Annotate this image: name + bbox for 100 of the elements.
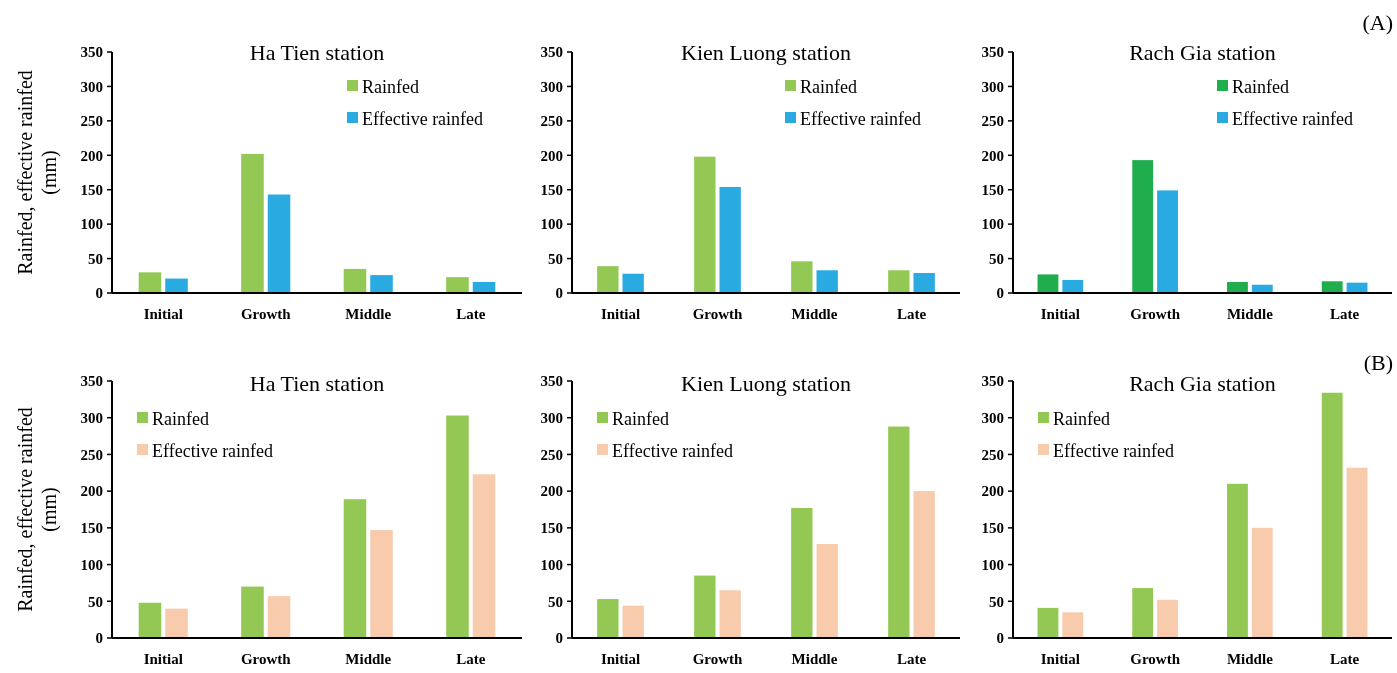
y-tick-label: 50 bbox=[88, 593, 103, 610]
x-tick-label: Middle bbox=[791, 651, 838, 667]
chart-title: Kien Luong station bbox=[681, 371, 851, 396]
y-tick-label: 300 bbox=[540, 78, 563, 95]
bar bbox=[1037, 607, 1059, 638]
bar bbox=[816, 544, 838, 638]
x-tick-label: Middle bbox=[1226, 651, 1274, 667]
y-tick-label: 50 bbox=[88, 250, 103, 267]
y-axis-title: Rainfed, effective rainfed (mm) bbox=[14, 407, 61, 612]
text: (A) bbox=[1362, 10, 1393, 35]
chart-title: Rach Gia station bbox=[1129, 371, 1276, 396]
bar bbox=[267, 596, 291, 638]
y-tick-label: 50 bbox=[989, 250, 1004, 267]
y-tick-label: 250 bbox=[981, 113, 1004, 130]
bar bbox=[165, 278, 188, 293]
y-tick-label: 100 bbox=[540, 216, 563, 233]
y-tick-label: 350 bbox=[540, 44, 563, 61]
bar bbox=[597, 266, 619, 293]
x-tick-label: Late bbox=[896, 651, 927, 667]
x-tick-label: Initial bbox=[143, 306, 183, 322]
y-tick-label: 250 bbox=[540, 113, 563, 130]
x-tick-label: Late bbox=[1330, 651, 1360, 667]
legend-label: Effective rainfed bbox=[152, 441, 274, 462]
bar bbox=[694, 575, 716, 638]
y-tick-label: 300 bbox=[981, 409, 1004, 426]
y-tick-label: 350 bbox=[981, 44, 1004, 61]
y-tick-label: 100 bbox=[981, 216, 1004, 233]
x-tick-label: Middle bbox=[345, 651, 392, 667]
x-tick-label: Initial bbox=[1040, 651, 1080, 667]
bar bbox=[597, 599, 619, 638]
y-tick-label: 200 bbox=[981, 483, 1004, 500]
y-tick-label: 150 bbox=[80, 520, 103, 537]
y-tick-label: 300 bbox=[540, 409, 563, 426]
chart-title: Ha Tien station bbox=[249, 40, 385, 65]
y-tick-label: 100 bbox=[540, 556, 563, 573]
x-tick-label: Late bbox=[896, 306, 927, 322]
y-tick-label: 300 bbox=[981, 78, 1004, 95]
legend-label: Rainfed bbox=[362, 77, 419, 98]
x-tick-label: Initial bbox=[143, 651, 183, 667]
y-tick-label: 50 bbox=[989, 593, 1004, 610]
y-tick-label: 100 bbox=[80, 556, 103, 573]
bar bbox=[1157, 599, 1178, 638]
x-tick-label: Middle bbox=[345, 306, 392, 322]
legend-label: Effective rainfed bbox=[1053, 441, 1175, 462]
bar bbox=[1346, 467, 1368, 638]
x-tick-label: Late bbox=[456, 651, 486, 667]
bar bbox=[1037, 274, 1059, 293]
bar bbox=[267, 194, 291, 293]
x-tick-label: Growth bbox=[692, 651, 744, 667]
y-tick-label: 0 bbox=[996, 285, 1004, 302]
y-tick-label: 350 bbox=[540, 373, 563, 390]
bar bbox=[138, 272, 162, 293]
bar bbox=[343, 499, 367, 638]
bar bbox=[343, 268, 367, 293]
y-axis-title: Rainfed, effective rainfed (mm) bbox=[14, 70, 61, 275]
bar bbox=[1157, 190, 1178, 293]
y-tick-label: 150 bbox=[540, 181, 563, 198]
bar bbox=[719, 590, 741, 638]
y-tick-label: 150 bbox=[981, 181, 1004, 198]
x-tick-label: Middle bbox=[791, 306, 838, 322]
legend-label: Effective rainfed bbox=[1232, 109, 1354, 130]
y-tick-label: 0 bbox=[996, 630, 1004, 647]
legend-label: Effective rainfed bbox=[362, 109, 484, 130]
y-tick-label: 200 bbox=[540, 483, 563, 500]
y-tick-label: 250 bbox=[981, 446, 1004, 463]
bar bbox=[1321, 392, 1343, 638]
y-tick-label: 350 bbox=[80, 373, 103, 390]
legend-label: Effective rainfed bbox=[612, 441, 734, 462]
bar bbox=[791, 261, 813, 293]
y-tick-label: 200 bbox=[540, 147, 563, 164]
legend-label: Rainfed bbox=[800, 77, 857, 98]
legend-label: Rainfed bbox=[1232, 77, 1289, 98]
bar bbox=[1062, 279, 1084, 293]
legend-label: Rainfed bbox=[1053, 409, 1110, 430]
x-tick-label: Growth bbox=[1130, 651, 1181, 667]
y-tick-label: 200 bbox=[981, 147, 1004, 164]
bar bbox=[165, 608, 188, 638]
bar bbox=[446, 277, 469, 293]
bar bbox=[913, 491, 935, 638]
y-tick-label: 200 bbox=[80, 483, 103, 500]
x-tick-label: Late bbox=[1330, 306, 1360, 322]
x-tick-label: Middle bbox=[1226, 306, 1274, 322]
bar bbox=[446, 415, 469, 638]
chart-title: Kien Luong station bbox=[681, 40, 851, 65]
y-tick-label: 100 bbox=[981, 556, 1004, 573]
bar bbox=[888, 426, 910, 638]
x-tick-label: Late bbox=[456, 306, 486, 322]
bar bbox=[1227, 281, 1248, 293]
text: (B) bbox=[1363, 350, 1393, 375]
y-tick-label: 250 bbox=[80, 446, 103, 463]
bar bbox=[1062, 612, 1084, 638]
bar bbox=[913, 273, 935, 293]
y-tick-label: 250 bbox=[80, 113, 103, 130]
y-tick-label: 350 bbox=[80, 44, 103, 61]
legend-label: Rainfed bbox=[152, 409, 209, 430]
bar bbox=[622, 273, 644, 293]
bar bbox=[816, 270, 838, 293]
bar bbox=[241, 586, 264, 638]
x-tick-label: Growth bbox=[240, 651, 292, 667]
y-tick-label: 200 bbox=[80, 147, 103, 164]
